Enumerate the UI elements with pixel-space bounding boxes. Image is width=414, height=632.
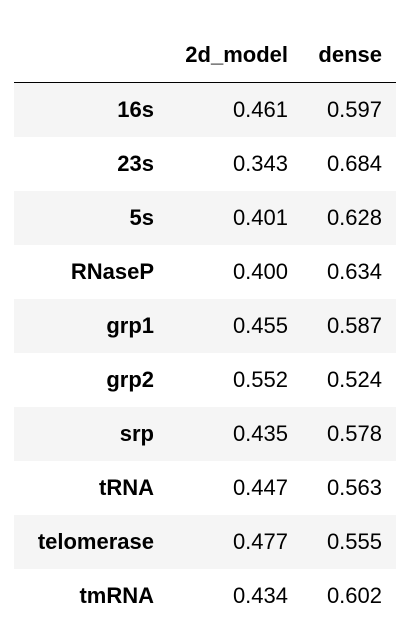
cell-2d-model: 0.434 xyxy=(232,583,288,608)
cell-dense: 0.555 xyxy=(326,529,382,554)
column-header-dense: dense xyxy=(302,28,396,83)
row-label: 23s xyxy=(117,151,154,176)
table-row: grp2 0.552 0.524 xyxy=(14,353,396,407)
table-row: tmRNA 0.434 0.602 xyxy=(14,569,396,623)
table-row: 16s 0.461 0.597 xyxy=(14,82,396,137)
cell-2d-model: 0.461 xyxy=(232,97,288,122)
table-header: 2d_model dense xyxy=(14,28,396,83)
row-label: RNaseP xyxy=(70,259,154,284)
cell-dense: 0.587 xyxy=(326,313,382,338)
row-label: grp1 xyxy=(106,313,154,338)
table-row: telomerase 0.477 0.555 xyxy=(14,515,396,569)
cell-dense: 0.602 xyxy=(326,583,382,608)
table-row: RNaseP 0.400 0.634 xyxy=(14,245,396,299)
row-label: 5s xyxy=(129,205,154,230)
cell-2d-model: 0.401 xyxy=(232,205,288,230)
results-table: 2d_model dense 16s 0.461 0.597 23s 0.343… xyxy=(14,28,396,623)
cell-2d-model: 0.455 xyxy=(232,313,288,338)
index-header xyxy=(14,28,168,83)
cell-dense: 0.578 xyxy=(326,421,382,446)
table-row: tRNA 0.447 0.563 xyxy=(14,461,396,515)
cell-dense: 0.563 xyxy=(326,475,382,500)
row-label: tRNA xyxy=(99,475,154,500)
table-body: 16s 0.461 0.597 23s 0.343 0.684 5s 0.401… xyxy=(14,82,396,623)
cell-dense: 0.524 xyxy=(326,367,382,392)
cell-dense: 0.597 xyxy=(326,97,382,122)
row-label: grp2 xyxy=(106,367,154,392)
row-label: 16s xyxy=(117,97,154,122)
cell-dense: 0.634 xyxy=(326,259,382,284)
column-header-2d-model: 2d_model xyxy=(168,28,302,83)
cell-2d-model: 0.552 xyxy=(232,367,288,392)
cell-dense: 0.684 xyxy=(326,151,382,176)
row-label: srp xyxy=(119,421,154,446)
cell-2d-model: 0.400 xyxy=(232,259,288,284)
cell-2d-model: 0.447 xyxy=(232,475,288,500)
cell-2d-model: 0.435 xyxy=(232,421,288,446)
table-row: grp1 0.455 0.587 xyxy=(14,299,396,353)
cell-dense: 0.628 xyxy=(326,205,382,230)
table-row: 23s 0.343 0.684 xyxy=(14,137,396,191)
cell-2d-model: 0.343 xyxy=(232,151,288,176)
row-label: tmRNA xyxy=(79,583,154,608)
header-row: 2d_model dense xyxy=(14,28,396,83)
table-row: srp 0.435 0.578 xyxy=(14,407,396,461)
table-row: 5s 0.401 0.628 xyxy=(14,191,396,245)
cell-2d-model: 0.477 xyxy=(232,529,288,554)
row-label: telomerase xyxy=(37,529,154,554)
